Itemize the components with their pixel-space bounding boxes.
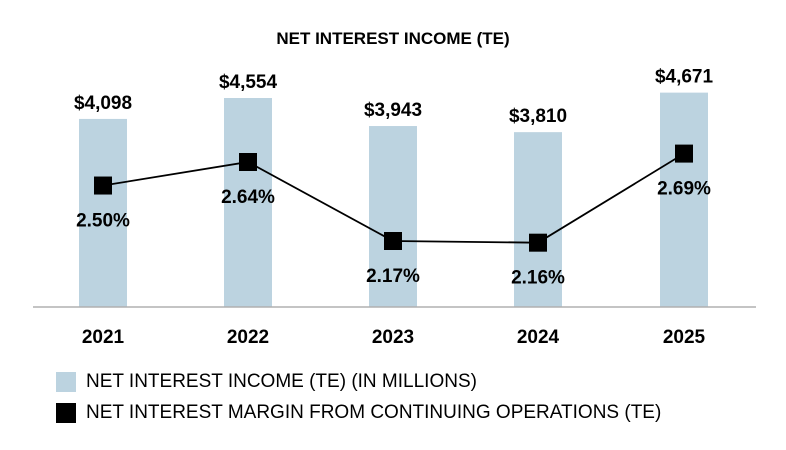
margin-point-2021 bbox=[94, 176, 112, 195]
bar-value-label-2022: $4,554 bbox=[219, 72, 278, 93]
margin-value-label-2024: 2.16% bbox=[511, 268, 565, 289]
legend-swatch-line bbox=[56, 403, 76, 423]
bar-value-label-2021: $4,098 bbox=[74, 93, 132, 114]
legend-label-net-interest-margin: NET INTEREST MARGIN FROM CONTINUING OPER… bbox=[86, 402, 662, 423]
margin-point-2022 bbox=[239, 153, 257, 171]
bar-value-label-2025: $4,671 bbox=[655, 67, 714, 88]
bar-value-label-2024: $3,810 bbox=[509, 106, 567, 127]
x-tick-label-2022: 2022 bbox=[227, 327, 269, 348]
legend-label-net-interest-income: NET INTEREST INCOME (TE) (IN MILLIONS) bbox=[86, 371, 477, 392]
x-tick-label-2025: 2025 bbox=[663, 327, 706, 348]
margin-point-2025 bbox=[675, 144, 693, 163]
line-layer bbox=[94, 144, 693, 252]
margin-point-2024 bbox=[529, 233, 547, 252]
chart-title: NET INTEREST INCOME (TE) bbox=[276, 29, 509, 48]
legend-swatch-bar bbox=[56, 372, 76, 392]
margin-value-label-2023: 2.17% bbox=[366, 266, 420, 287]
bar-2025 bbox=[660, 92, 708, 307]
legend-item-net-interest-income: NET INTEREST INCOME (TE) (IN MILLIONS) bbox=[56, 371, 477, 393]
margin-value-label-2025: 2.69% bbox=[657, 179, 711, 200]
labels-layer: $4,098 2021 $4,554 2022 $3,943 2023 $3,810 2024… bbox=[74, 67, 714, 348]
bar-2023 bbox=[369, 126, 417, 307]
x-tick-label-2021: 2021 bbox=[82, 327, 125, 348]
legend-item-net-interest-margin: NET INTEREST MARGIN FROM CONTINUING OPER… bbox=[56, 402, 661, 424]
bar-2024 bbox=[514, 132, 562, 307]
bar-2022 bbox=[224, 98, 272, 307]
bars-layer bbox=[79, 92, 708, 307]
margin-value-label-2021: 2.50% bbox=[76, 211, 130, 232]
margin-value-label-2022: 2.64% bbox=[221, 187, 275, 208]
bar-2021 bbox=[79, 118, 127, 307]
x-tick-label-2023: 2023 bbox=[372, 327, 414, 348]
margin-point-2023 bbox=[384, 232, 402, 250]
bar-value-label-2023: $3,943 bbox=[364, 100, 422, 121]
x-tick-label-2024: 2024 bbox=[517, 327, 560, 348]
